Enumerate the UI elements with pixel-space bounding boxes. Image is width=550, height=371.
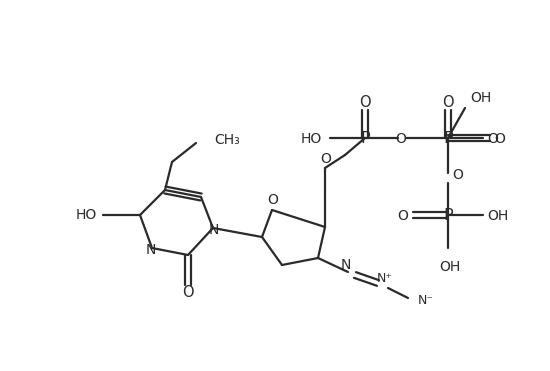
Text: OH: OH	[439, 260, 461, 274]
Text: O: O	[321, 152, 332, 166]
Text: P: P	[443, 207, 453, 223]
Text: N: N	[341, 258, 351, 272]
Text: OH: OH	[487, 209, 508, 223]
Text: O: O	[395, 132, 406, 146]
Text: CH₃: CH₃	[214, 133, 240, 147]
Text: O: O	[494, 132, 505, 146]
Text: O: O	[267, 193, 278, 207]
Text: N⁻: N⁻	[418, 295, 434, 308]
Text: N: N	[146, 243, 156, 257]
Text: N: N	[209, 223, 219, 237]
Text: N⁺: N⁺	[377, 272, 393, 285]
Text: O: O	[442, 95, 454, 110]
Text: O: O	[487, 132, 498, 146]
Text: O: O	[397, 209, 408, 223]
Text: O: O	[452, 168, 463, 182]
Text: O: O	[182, 285, 194, 300]
Text: OH: OH	[470, 91, 491, 105]
Text: HO: HO	[76, 208, 97, 222]
Text: O: O	[359, 95, 371, 110]
Text: P: P	[360, 131, 370, 145]
Text: P: P	[443, 131, 453, 145]
Text: HO: HO	[301, 132, 322, 146]
